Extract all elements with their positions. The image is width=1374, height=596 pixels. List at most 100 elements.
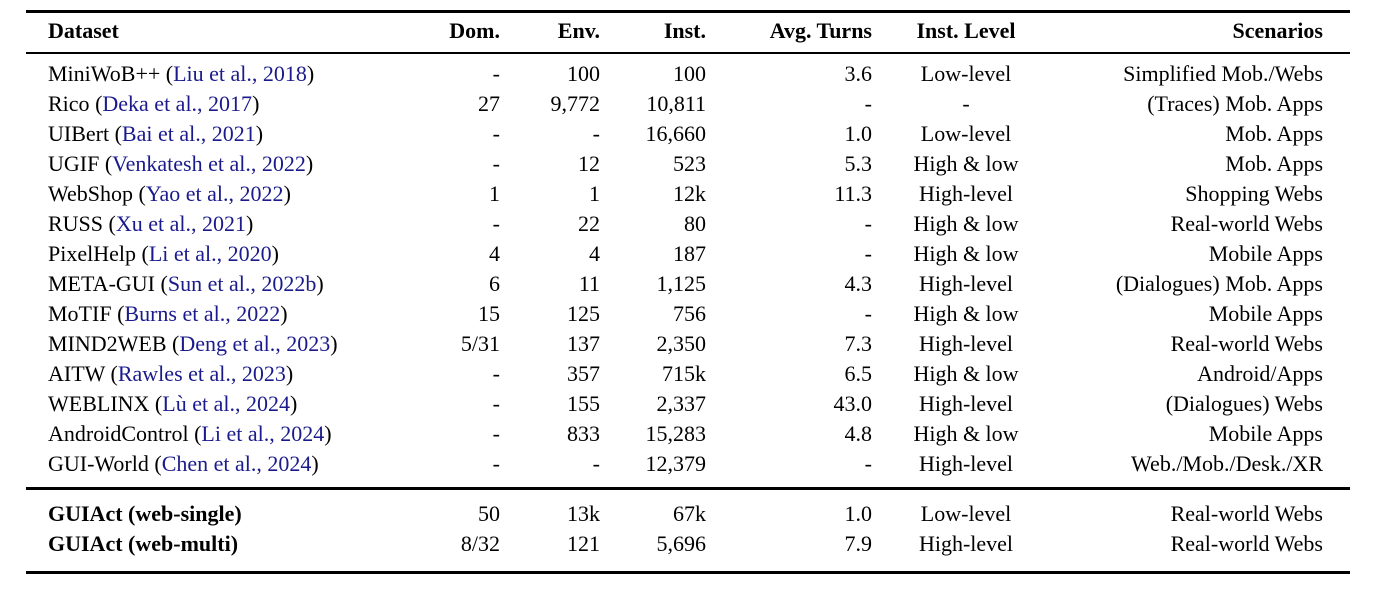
table-row: UGIF (Venkatesh et al., 2022) - 12 523 5.3 Hi… [26, 149, 1350, 179]
cell-dataset: META-GUI (Sun et al., 2022b) [26, 269, 440, 299]
cell-dom: - [492, 391, 500, 416]
citation-link[interactable]: Chen et al., 2024 [161, 451, 312, 476]
cell-inst_level: High-level [918, 451, 1014, 476]
citation-link[interactable]: Sun et al., 2022b [167, 271, 317, 296]
dataset-name: Rico [48, 91, 90, 116]
citation-paren-close: ) [306, 61, 315, 86]
cell-avg_turns: 5.3 [844, 151, 873, 176]
cell-env: 13k [567, 501, 600, 526]
citation-paren-close: ) [330, 331, 338, 356]
cell-dom: 15 [478, 301, 500, 326]
citation-paren-open: ( [110, 361, 118, 386]
table-row: WEBLINX (Lù et al., 2024) - 155 2,337 43.0 Hi… [26, 389, 1350, 419]
citation-link[interactable]: Xu et al., 2021 [115, 211, 247, 236]
cell-scenarios: Mob. Apps [1225, 121, 1323, 146]
cell-scenarios: Real-world Webs [1170, 331, 1323, 356]
cell-scenarios: Web./Mob./Desk./XR [1131, 451, 1323, 476]
cell-inst_level: - [962, 91, 970, 116]
column-header-scenarios: Scenarios [1060, 11, 1350, 54]
cell-dom: 27 [478, 91, 500, 116]
cell-avg_turns: 4.8 [844, 421, 873, 446]
table-row: AndroidControl (Li et al., 2024) - 833 15,2… [26, 419, 1350, 449]
cell-avg_turns: 6.5 [844, 361, 873, 386]
cell-dataset: GUI-World (Chen et al., 2024) [26, 449, 440, 489]
cell-inst_level: Low-level [920, 121, 1012, 146]
cell-avg_turns: - [864, 211, 872, 236]
dataset-name: GUIAct (web-single) [48, 501, 242, 526]
cell-env: - [592, 451, 600, 476]
citation-link[interactable]: Lù et al., 2024 [162, 391, 290, 416]
table-row: META-GUI (Sun et al., 2022b) 6 11 1,125 4.3 H… [26, 269, 1350, 299]
citation-paren-close: ) [252, 91, 260, 116]
cell-env: 155 [567, 391, 600, 416]
cell-dataset: GUIAct (web-single) [26, 489, 440, 530]
cell-scenarios: Real-world Webs [1170, 501, 1323, 526]
citation-paren-close: ) [311, 451, 319, 476]
dataset-name: MIND2WEB [48, 331, 167, 356]
dataset-name: AndroidControl [48, 421, 189, 446]
citation-link[interactable]: Venkatesh et al., 2022 [112, 151, 306, 176]
table-row: GUIAct (web-single) 50 13k 67k 1.0 Low-level R… [26, 489, 1350, 530]
cell-inst: 5,696 [656, 531, 707, 556]
cell-scenarios: Mobile Apps [1208, 241, 1323, 266]
dataset-name: MoTIF [48, 301, 112, 326]
cell-env: 12 [578, 151, 600, 176]
citation-paren-open: ( [154, 451, 162, 476]
cell-dataset: WEBLINX (Lù et al., 2024) [26, 389, 440, 419]
dataset-name: META-GUI [48, 271, 155, 296]
citation-paren-close: ) [271, 241, 279, 266]
citation-link[interactable]: Li et al., 2020 [148, 241, 272, 266]
cell-dataset: UGIF (Venkatesh et al., 2022) [26, 149, 440, 179]
citation-paren-close: ) [280, 301, 288, 326]
table-row: GUI-World (Chen et al., 2024) - - 12,379 - Hi… [26, 449, 1350, 489]
cell-env: 9,772 [550, 91, 601, 116]
column-header-inst: Inst. [600, 11, 706, 54]
cell-dom: 4 [489, 241, 500, 266]
cell-dom: - [492, 121, 500, 146]
cell-avg_turns: 7.3 [844, 331, 873, 356]
citation-link[interactable]: Li et al., 2024 [201, 421, 325, 446]
dataset-name: AITW [48, 361, 106, 386]
cell-inst_level: High & low [913, 361, 1019, 386]
cell-env: 11 [578, 271, 600, 296]
table-body-main: MiniWoB++ (Liu et al., 2018) -100 100 3.6 Lo… [26, 53, 1350, 489]
cell-scenarios: Mob. Apps [1225, 151, 1323, 176]
cell-avg_turns: - [864, 301, 872, 326]
cell-scenarios: Mobile Apps [1208, 301, 1323, 326]
cell-env: - [592, 121, 600, 146]
citation-paren-open: ( [194, 421, 202, 446]
cell-avg_turns: 1.0 [844, 121, 873, 146]
cell-dom: 8/32 [460, 531, 500, 556]
cell-inst: 715k [662, 361, 706, 386]
cell-env: 4 [589, 241, 600, 266]
cell-dom: 50 [478, 501, 500, 526]
citation-link[interactable]: Deng et al., 2023 [179, 331, 331, 356]
citation-link[interactable]: Rawles et al., 2023 [117, 361, 286, 386]
cell-dom: - [492, 151, 500, 176]
dataset-name: WebShop [48, 181, 134, 206]
cell-dom: 5/31 [460, 331, 500, 356]
cell-avg_turns: - [864, 91, 872, 116]
cell-inst: 756 [673, 301, 706, 326]
cell-env: 125 [567, 301, 600, 326]
cell-inst_level: High & low [913, 241, 1019, 266]
citation-link[interactable]: Burns et al., 2022 [124, 301, 281, 326]
citation-link[interactable]: Bai et al., 2021 [121, 121, 256, 146]
cell-dom: - [492, 211, 500, 236]
cell-inst_level: High & low [913, 301, 1019, 326]
cell-dom: - [492, 421, 500, 446]
table-body-guiact: GUIAct (web-single) 50 13k 67k 1.0 Low-level R… [26, 488, 1350, 573]
citation-paren-open: ( [172, 331, 180, 356]
cell-inst_level: Low-level [920, 61, 1012, 86]
citation-link[interactable]: Deka et al., 2017 [102, 91, 253, 116]
table-row: AITW (Rawles et al., 2023) - 357 715k 6.5 Hig… [26, 359, 1350, 389]
table-row: Rico (Deka et al., 2017) 27 9,772 10,811 - - (… [26, 89, 1350, 119]
cell-inst: 2,350 [656, 331, 707, 356]
citation-paren-close: ) [255, 121, 264, 146]
citation-link[interactable]: Liu et al., 2018 [173, 61, 307, 86]
header-row: Dataset Dom. Env. Inst. Avg. Turns Inst. Leve… [26, 11, 1350, 54]
citation-link[interactable]: Yao et al., 2022 [145, 181, 284, 206]
cell-scenarios: (Dialogues) Webs [1165, 391, 1323, 416]
citation-paren-open: ( [165, 61, 174, 86]
cell-scenarios: Android/Apps [1197, 361, 1323, 386]
